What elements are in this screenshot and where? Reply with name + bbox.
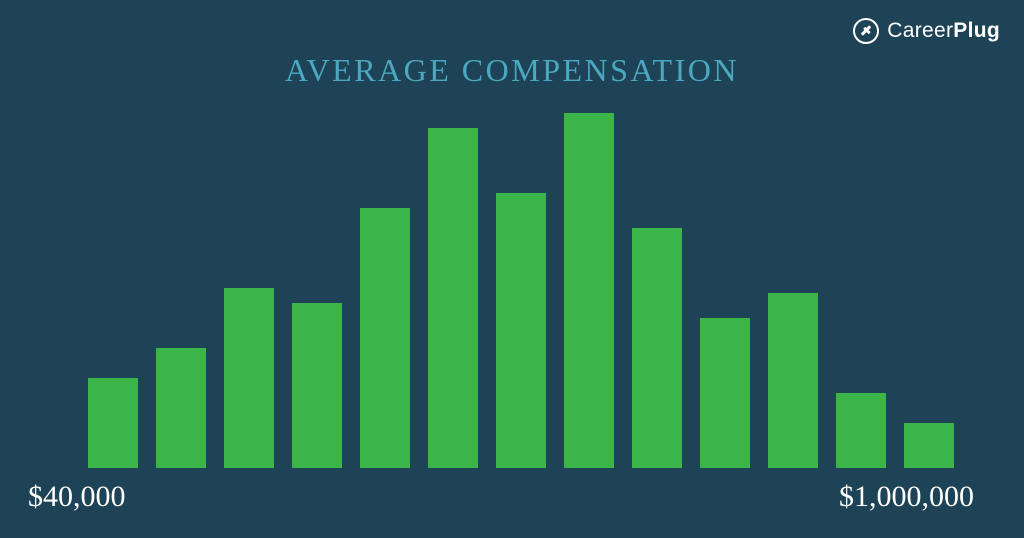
bar [836,393,886,468]
chart-title: AVERAGE COMPENSATION [0,52,1024,89]
logo-text-part1: Career [887,19,953,42]
bar [700,318,750,468]
bar [156,348,206,468]
bar [360,208,410,468]
bar [904,423,954,468]
logo-icon [853,18,879,44]
bar [564,113,614,468]
x-axis-label-min: $40,000 [28,480,126,514]
bar [88,378,138,468]
brand-logo: CareerPlug [853,18,1000,44]
bar [768,293,818,468]
bar [428,128,478,468]
bar [632,228,682,468]
x-axis-label-max: $1,000,000 [839,480,974,514]
bar [292,303,342,468]
logo-text-part2: Plug [953,19,1000,42]
bar [224,288,274,468]
logo-text: CareerPlug [887,19,1000,43]
bar-chart [88,98,954,468]
bar [496,193,546,468]
